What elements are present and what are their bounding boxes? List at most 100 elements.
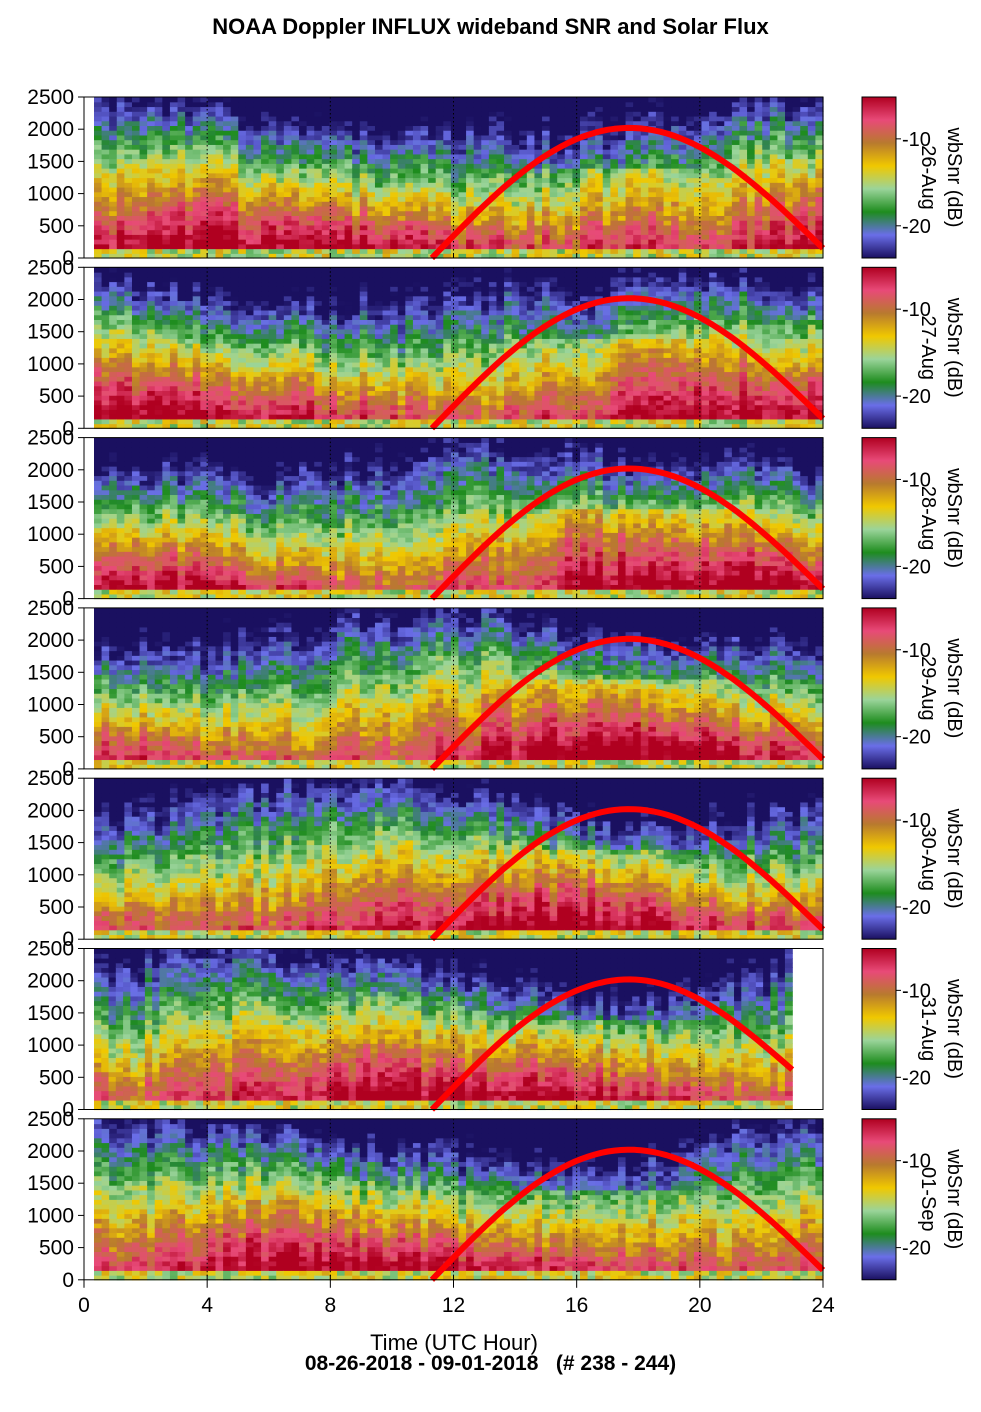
colorbar-tick-label: -10	[902, 469, 931, 491]
panel-date-label: 29-Aug	[917, 656, 939, 721]
date-range-footer: 08-26-2018 - 09-01-2018 (# 238 - 244)	[0, 1352, 981, 1376]
y-tick-label: 500	[39, 726, 74, 749]
panel-27-Aug: 0 500 1000 1500 2000 2500 -10 -20 wbSnr (dB)27-A…	[27, 256, 965, 440]
y-tick-label: 0	[62, 928, 74, 951]
y-tick-label: 500	[39, 1237, 74, 1260]
x-tick-label: 16	[565, 1294, 588, 1317]
x-tick-label: 24	[811, 1294, 835, 1317]
y-tick-label: 500	[39, 385, 74, 408]
y-tick-label: 1500	[27, 1172, 74, 1195]
y-tick-label: 500	[39, 215, 74, 238]
colorbar-tick-label: -20	[902, 727, 931, 749]
x-tick-label: 0	[78, 1294, 90, 1317]
colorbar-tick-label: -20	[902, 386, 931, 408]
x-axis: 0 4 8 12 16 20 24	[78, 1279, 835, 1317]
colorbar-label: wbSnr (dB)	[943, 637, 965, 738]
solar-flux-curve	[429, 806, 826, 942]
colorbar-tick-label: -10	[902, 640, 931, 662]
colorbar-29-Aug: -10 -20 wbSnr (dB)29-Aug	[861, 607, 965, 770]
y-tick-label: 1500	[27, 321, 74, 344]
y-tick-label: 1000	[27, 864, 74, 887]
heatmap-cells	[94, 1118, 824, 1281]
y-tick-label: 1500	[27, 661, 74, 684]
y-tick-label: 2000	[27, 459, 74, 482]
panel-date-label: 26-Aug	[917, 145, 939, 210]
y-tick-label: 2500	[27, 597, 74, 620]
colorbar-tick-label: -10	[902, 810, 931, 832]
colorbar-27-Aug: -10 -20 wbSnr (dB)27-Aug	[861, 266, 965, 429]
y-tick-label: 1000	[27, 1204, 74, 1227]
y-tick-label: 1000	[27, 694, 74, 717]
y-tick-label: 0	[62, 247, 74, 270]
y-tick-label: 1500	[27, 491, 74, 514]
y-tick-label: 1500	[27, 832, 74, 855]
y-tick-label: 2000	[27, 289, 74, 312]
y-tick-label: 2500	[27, 938, 74, 961]
colorbar-tick-label: -10	[902, 299, 931, 321]
x-tick-label: 4	[201, 1294, 213, 1317]
colorbar-tick-label: -10	[902, 1151, 931, 1173]
panel-date-label: 28-Aug	[917, 486, 939, 551]
colorbar-tick-label: -20	[902, 1067, 931, 1089]
colorbar-26-Aug: -10 -20 wbSnr (dB)26-Aug	[861, 96, 965, 259]
colorbar-tick-label: -10	[902, 980, 931, 1002]
y-tick-label: 0	[62, 417, 74, 440]
colorbar-tick-label: -20	[902, 897, 931, 919]
colorbar-label: wbSnr (dB)	[943, 978, 965, 1079]
heatmap-cells	[94, 948, 793, 1111]
colorbar-tick-label: -20	[902, 1238, 931, 1260]
y-tick-label: 2500	[27, 767, 74, 790]
panel-31-Aug: 0 500 1000 1500 2000 2500 -10 -20 wbSnr (dB)31-A…	[27, 938, 965, 1122]
chart-title: NOAA Doppler INFLUX wideband SNR and Sol…	[0, 14, 981, 40]
heatmap-cells	[94, 267, 824, 429]
panel-date-label: 30-Aug	[917, 826, 939, 891]
y-tick-label: 1500	[27, 150, 74, 173]
solar-flux-curve	[429, 124, 826, 261]
heatmap-cells	[94, 437, 824, 600]
y-tick-label: 1000	[27, 523, 74, 546]
solar-flux-curve	[429, 1146, 826, 1282]
panel-date-label: 27-Aug	[917, 316, 939, 381]
y-tick-label: 2000	[27, 1140, 74, 1163]
y-tick-label: 0	[62, 588, 74, 611]
x-tick-label: 12	[442, 1294, 465, 1317]
colorbar-31-Aug: -10 -20 wbSnr (dB)31-Aug	[861, 948, 965, 1110]
colorbar-28-Aug: -10 -20 wbSnr (dB)28-Aug	[861, 437, 965, 600]
y-tick-label: 500	[39, 1066, 74, 1089]
solar-flux-curve	[429, 635, 826, 771]
y-tick-label: 1000	[27, 183, 74, 206]
colorbar-label: wbSnr (dB)	[943, 126, 965, 227]
solar-flux-curve	[429, 465, 826, 601]
y-tick-label: 500	[39, 555, 74, 578]
y-tick-label: 0	[62, 758, 74, 781]
y-tick-label: 500	[39, 896, 74, 919]
colorbar-label: wbSnr (dB)	[943, 1148, 965, 1249]
panel-28-Aug: 0 500 1000 1500 2000 2500 -10 -20 wbSnr (dB)28-A…	[27, 427, 965, 611]
y-tick-label: 0	[62, 1099, 74, 1122]
panel-date-label: 31-Aug	[917, 997, 939, 1062]
panel-date-label: 01-Sep	[917, 1167, 939, 1232]
y-tick-label: 2000	[27, 629, 74, 652]
y-tick-label: 2500	[27, 256, 74, 279]
solar-flux-curve	[429, 295, 826, 431]
panel-29-Aug: 0 500 1000 1500 2000 2500 -10 -20 wbSnr (dB)29-A…	[27, 597, 965, 781]
colorbar-tick-label: -20	[902, 556, 931, 578]
colorbar-label: wbSnr (dB)	[943, 808, 965, 909]
panel-01-Sep: 0 500 1000 1500 2000 2500 -10 -20 wbSnr (dB)01-S…	[27, 1108, 965, 1292]
y-tick-label: 2000	[27, 118, 74, 141]
solar-flux-curve	[429, 976, 795, 1112]
x-tick-label: 8	[324, 1294, 336, 1317]
y-tick-label: 1000	[27, 1034, 74, 1057]
heatmap-cells	[94, 607, 824, 770]
panel-26-Aug: 0 500 1000 1500 2000 2500 -10 -20 wbSnr (dB)26-A…	[27, 86, 965, 270]
colorbar-label: wbSnr (dB)	[943, 467, 965, 568]
x-tick-label: 20	[688, 1294, 711, 1317]
colorbar-01-Sep: -10 -20 wbSnr (dB)01-Sep	[861, 1118, 965, 1281]
y-tick-label: 1500	[27, 1002, 74, 1025]
colorbar-tick-label: -20	[902, 216, 931, 238]
colorbar-tick-label: -10	[902, 129, 931, 151]
y-tick-label: 2000	[27, 970, 74, 993]
x-axis-label: Time (UTC Hour)	[84, 1330, 824, 1356]
heatmap-cells	[94, 97, 824, 259]
